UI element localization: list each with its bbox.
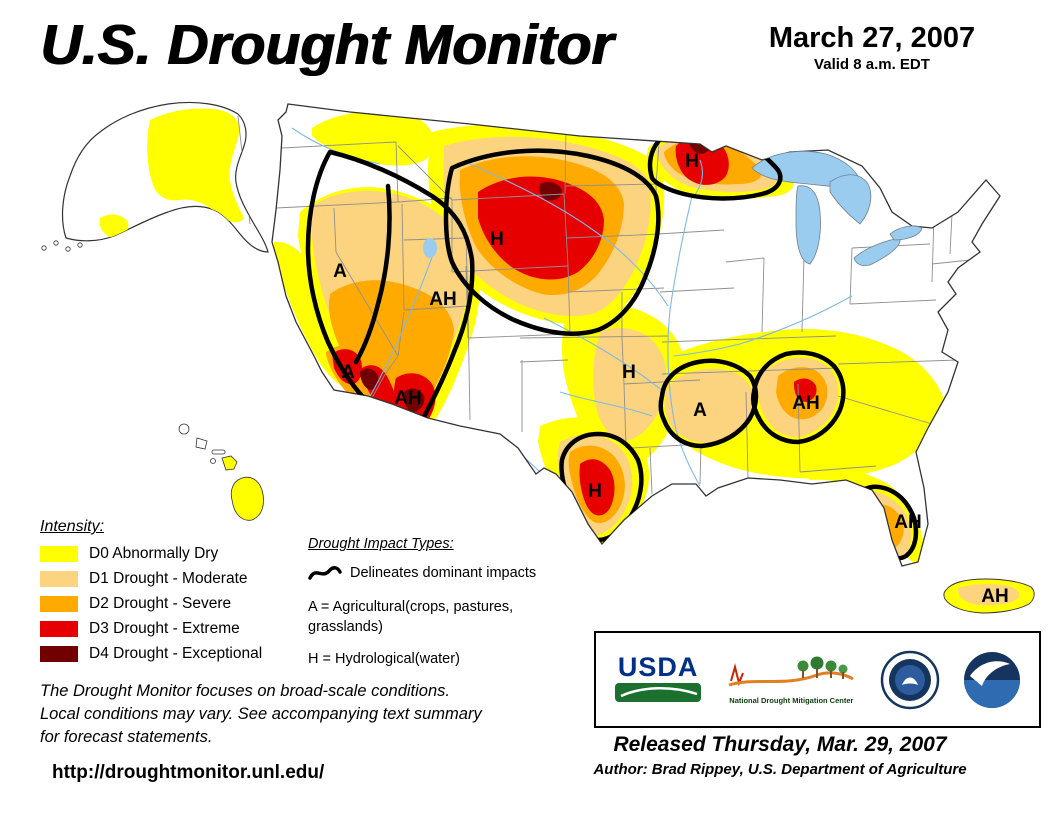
agricultural-label: A = Agricultural(crops, pastures, grassl… [308,599,514,635]
lake-erie [853,237,901,266]
impact-label-ah: AH [429,289,456,310]
state-borders [275,125,971,495]
hawaii-map [178,423,264,521]
impact-label-a: A [341,362,355,383]
puerto-rico-map [943,578,1035,614]
impact-label-h: H [685,151,699,172]
page-title: U.S. Drought Monitor [40,13,614,77]
valid-time: Valid 8 a.m. EDT [814,56,930,73]
impact-label-h: H [490,229,504,250]
release-date: Released Thursday, Mar. 29, 2007 [613,733,947,756]
commerce-seal-icon [880,650,939,709]
note-line: The Drought Monitor focuses on broad-sca… [40,682,450,700]
legend-swatch-d1 [40,571,78,587]
lake-ontario [889,225,923,241]
impact-label-ah: AH [792,393,819,414]
ndmc-logo: National Drought Mitigation Center [725,655,857,705]
impact-labels: H H A AH A AH H A AH H AH AH [333,151,1009,607]
conus-outline [271,103,1001,567]
impact-heading: Drought Impact Types: [308,536,454,552]
impact-label-a: A [333,261,347,282]
great-salt-lake [423,238,437,258]
impact-delineates-row: Delineates dominant impacts [308,562,560,584]
legend-item-d4: D4 Drought - Exceptional [40,645,262,663]
note-line: for forecast statements. [40,727,213,746]
ndmc-trees-icon [728,656,855,686]
legend-swatch-d3 [40,621,78,637]
legend-label: D2 Drought - Severe [89,595,232,612]
alaska-map [41,101,269,253]
noaa-emblem-icon [963,651,1020,708]
usda-swoosh-icon [615,683,702,702]
legend-item-d0: D0 Abnormally Dry [40,545,262,563]
agency-logo-box: USDA National Drought Mitigation Center [594,631,1041,728]
author-line: Author: Brad Rippey, U.S. Department of … [593,761,967,778]
hydrological-label: H = Hydrological(water) [308,651,460,668]
impact-label-ah: AH [981,586,1008,607]
lake-huron [829,174,872,225]
legend-item-d3: D3 Drought - Extreme [40,620,262,638]
impact-label-h: H [622,362,636,383]
lake-michigan [795,185,821,265]
impact-label-ah: AH [894,512,921,533]
impact-label-ah: AH [394,388,421,409]
noaa-logo [962,650,1022,710]
legend-heading: Intensity: [40,518,105,535]
ndmc-caption: National Drought Mitigation Center [729,695,854,705]
legend-swatch-d4 [40,646,78,662]
legend-rows: D0 Abnormally Dry D1 Drought - Moderate D2… [40,545,262,663]
impact-types-legend: Drought Impact Types: Delineates dominan… [308,536,560,667]
drought-monitor-url[interactable]: http://droughtmonitor.unl.edu/ [52,762,325,783]
disclaimer-notes: The Drought Monitor focuses on broad-sca… [40,680,482,748]
release-block: Released Thursday, Mar. 29, 2007 Author:… [520,733,1040,778]
intensity-legend: Intensity: D0 Abnormally Dry D1 Drought -… [40,518,262,670]
usda-logo-text: USDA [617,652,699,682]
legend-swatch-d2 [40,596,78,612]
legend-label: D4 Drought - Exceptional [89,645,263,662]
legend-label: D0 Abnormally Dry [89,545,219,562]
delineation-curve-icon [308,566,342,580]
legend-label: D1 Drought - Moderate [89,570,248,587]
doc-seal-logo [880,650,940,710]
date-block: March 27, 2007 Valid 8 a.m. EDT [742,22,1002,73]
usda-logo: USDA [613,654,703,705]
delineates-label: Delineates dominant impacts [350,565,537,581]
impact-label-h: H [588,481,602,502]
legend-item-d1: D1 Drought - Moderate [40,570,262,588]
legend-swatch-d0 [40,546,78,562]
impact-label-a: A [693,400,707,421]
note-line: Local conditions may vary. See accompany… [40,704,482,723]
legend-item-d2: D2 Drought - Severe [40,595,262,613]
aleutian-islands [41,240,83,252]
legend-label: D3 Drought - Extreme [89,620,240,637]
map-date: March 27, 2007 [768,22,976,54]
